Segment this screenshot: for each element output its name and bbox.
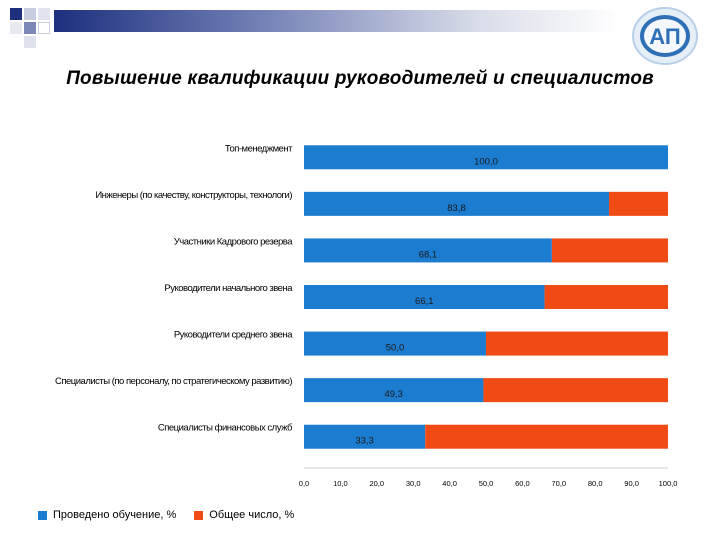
legend-swatch-trained [38,510,47,520]
category-label-5: Специалисты (по персоналу, по стратегиче… [55,376,292,387]
x-tick-label-0: 0,0 [299,479,309,488]
bar-total-5 [483,378,668,403]
deco-square [38,22,50,34]
category-label-6: Специалисты финансовых служб [158,423,293,434]
bar-trained-4 [304,331,486,356]
bar-total-4 [486,331,668,356]
bar-trained-2 [304,238,552,263]
bar-total-2 [551,238,668,263]
x-tick-label-2: 20,0 [369,479,384,488]
page-title: Повышение квалификации руководителей и с… [66,68,654,89]
x-tick-label-9: 90,0 [624,479,639,488]
legend-label-total: Общее число, % [209,509,295,521]
x-tick-label-8: 80,0 [588,479,603,488]
x-tick-label-10: 100,0 [659,479,678,488]
data-label-5: 49,3 [384,389,403,400]
x-tick-label-3: 30,0 [406,479,421,488]
legend-item-total: Общее число, % [194,509,294,521]
data-label-6: 33,3 [355,436,374,447]
chart-legend: Проведено обучение, % Общее число, % [38,508,312,522]
category-label-1: Инженеры (по качеству, конструкторы, тех… [95,190,292,201]
deco-square [10,22,22,34]
header-gradient-bar [54,10,620,32]
data-label-2: 68,1 [419,249,438,260]
category-label-0: Топ-менеджмент [225,143,293,154]
x-tick-label-6: 60,0 [515,479,530,488]
company-logo: АП [632,7,698,65]
data-label-4: 50,0 [386,343,405,354]
x-tick-label-1: 10,0 [333,479,348,488]
bar-total-1 [609,191,668,216]
x-tick-label-4: 40,0 [442,479,457,488]
x-tick-label-7: 70,0 [551,479,566,488]
bar-trained-1 [304,191,610,216]
bar-total-6 [425,424,668,449]
category-label-4: Руководители среднего звена [174,330,293,341]
deco-square [10,8,22,20]
legend-label-trained: Проведено обучение, % [53,509,177,521]
legend-swatch-total [194,510,204,520]
category-label-3: Руководители начального звена [164,283,293,294]
legend-item-trained: Проведено обучение, % [38,509,176,521]
deco-square [24,36,36,48]
bar-trained-5 [304,378,484,403]
data-label-3: 66,1 [415,296,434,307]
bar-trained-0 [304,145,668,170]
category-label-2: Участники Кадрового резерва [174,236,293,247]
x-tick-label-5: 50,0 [479,479,494,488]
bar-trained-3 [304,285,545,309]
logo-text: АП [649,24,680,49]
deco-square [38,8,50,20]
bar-trained-6 [304,424,426,449]
deco-square [24,22,36,34]
deco-square [24,8,36,20]
bar-total-3 [544,285,668,309]
data-label-0: 100,0 [474,156,498,167]
data-label-1: 83,8 [447,203,466,214]
